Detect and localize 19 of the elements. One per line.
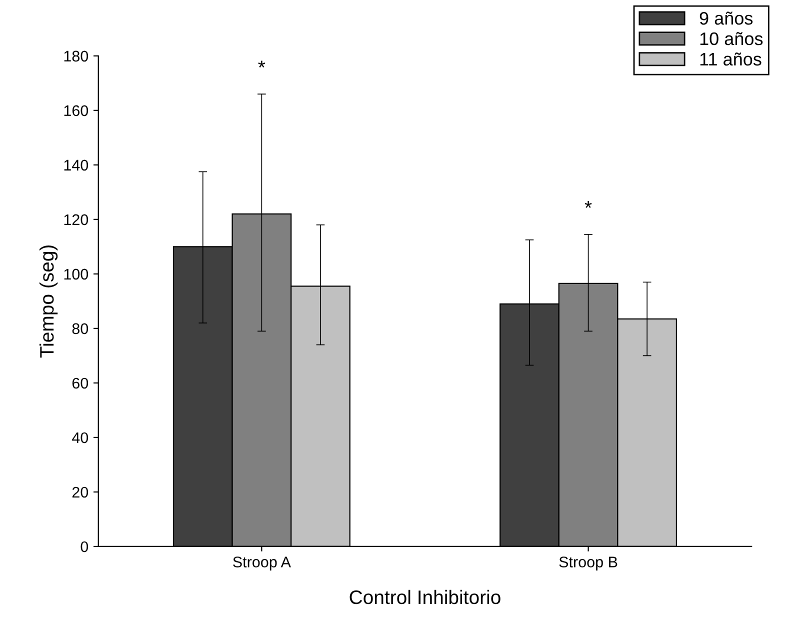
annotation: * — [584, 201, 592, 208]
y-tick-label: 60 — [72, 378, 88, 389]
x-tick-label: Stroop B — [559, 556, 618, 570]
y-tick-label: 0 — [80, 541, 88, 552]
y-tick-label: 180 — [64, 50, 88, 62]
y-tick-label: 140 — [64, 160, 88, 171]
y-tick-label: 20 — [72, 486, 88, 498]
y-tick-label: 160 — [64, 105, 88, 116]
legend-label: 10 años — [700, 32, 763, 46]
y-tick-label: 80 — [72, 323, 88, 334]
y-tick-label: 120 — [64, 214, 88, 226]
y-tick-label: 40 — [72, 432, 88, 444]
y-tick-label: 100 — [64, 268, 88, 280]
legend-label: 9 años — [700, 12, 753, 25]
annotation: * — [258, 60, 266, 68]
x-tick-label: Stroop A — [233, 556, 291, 570]
legend-label: 11 años — [700, 52, 762, 66]
x-axis-title: Control Inhibitorio — [350, 590, 500, 604]
y-axis-title: Tiempo (seg) — [39, 245, 58, 358]
